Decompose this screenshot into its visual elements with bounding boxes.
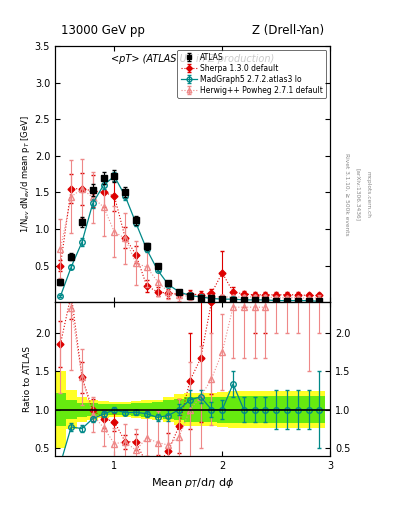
Text: <pT> (ATLAS UE in Z production): <pT> (ATLAS UE in Z production) <box>111 54 274 64</box>
X-axis label: Mean $p_T$/d$\eta$ d$\phi$: Mean $p_T$/d$\eta$ d$\phi$ <box>151 476 234 490</box>
Text: Rivet 3.1.10, ≥ 500k events: Rivet 3.1.10, ≥ 500k events <box>344 153 349 236</box>
Y-axis label: Ratio to ATLAS: Ratio to ATLAS <box>23 346 32 412</box>
Legend: ATLAS, Sherpa 1.3.0 default, MadGraph5 2.7.2.atlas3 lo, Herwig++ Powheg 2.7.1 de: ATLAS, Sherpa 1.3.0 default, MadGraph5 2… <box>178 50 326 98</box>
Text: Z (Drell-Yan): Z (Drell-Yan) <box>252 24 325 37</box>
Y-axis label: 1/N$_{ev}$ dN$_{ev}$/d mean p$_T$ [GeV]: 1/N$_{ev}$ dN$_{ev}$/d mean p$_T$ [GeV] <box>19 115 32 233</box>
Text: 13000 GeV pp: 13000 GeV pp <box>61 24 144 37</box>
Text: mcplots.cern.ch: mcplots.cern.ch <box>365 171 371 218</box>
Text: [arXiv:1306.3436]: [arXiv:1306.3436] <box>356 168 361 221</box>
